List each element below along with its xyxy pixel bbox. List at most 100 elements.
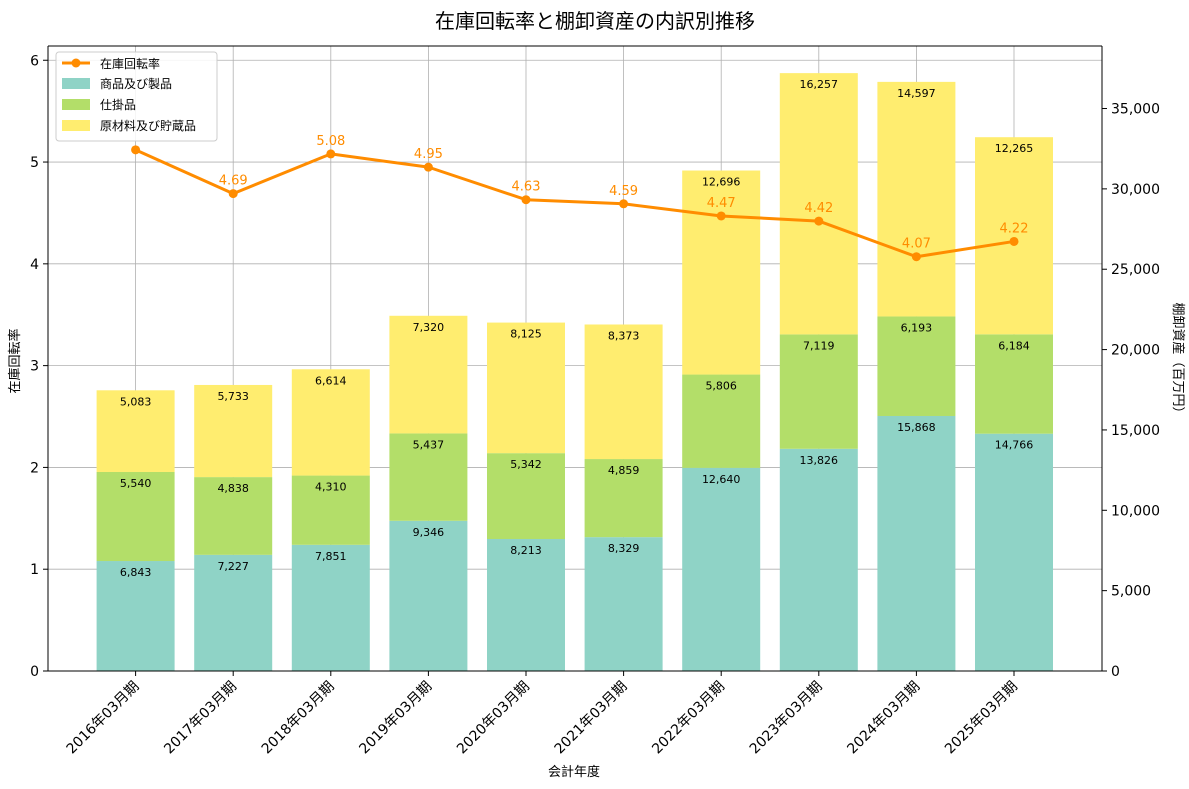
- bar-value-label: 12,265: [995, 142, 1034, 155]
- y-right-tick-label: 5,000: [1111, 584, 1151, 600]
- bar-segment: [584, 324, 663, 460]
- turnover-marker: [716, 211, 726, 221]
- y-left-tick-label: 2: [30, 460, 39, 476]
- bar-segment: [389, 315, 468, 434]
- legend-line-marker: [71, 58, 81, 68]
- bar-value-label: 4,310: [315, 481, 347, 494]
- bar-segment: [487, 539, 565, 671]
- bar-value-label: 6,184: [998, 339, 1030, 352]
- turnover-value-label: 5.08: [316, 134, 345, 149]
- turnover-value-label: 4.95: [414, 147, 443, 162]
- y-left-tick-label: 0: [30, 664, 39, 680]
- bar-value-label: 14,597: [897, 87, 936, 100]
- bar-segment: [682, 170, 761, 375]
- y-left-tick-label: 1: [30, 562, 39, 578]
- bar-value-label: 8,125: [510, 328, 542, 341]
- turnover-marker: [619, 199, 629, 209]
- bar-segment: [584, 537, 663, 671]
- bar-value-label: 6,843: [120, 566, 152, 579]
- x-tick-label: 2022年03月期: [649, 679, 728, 758]
- bar-segment: [682, 374, 761, 468]
- bar-value-label: 8,329: [608, 542, 640, 555]
- x-tick-label: 2020年03月期: [454, 679, 533, 758]
- bar-segment: [96, 561, 175, 671]
- y-right-tick-label: 30,000: [1111, 182, 1160, 198]
- turnover-marker: [1009, 236, 1019, 246]
- bar-value-label: 7,320: [413, 321, 445, 334]
- bar-value-label: 4,838: [217, 482, 249, 495]
- x-tick-label: 2019年03月期: [356, 679, 435, 758]
- turnover-marker: [911, 252, 921, 262]
- turnover-marker: [423, 162, 433, 172]
- bar-segment: [975, 137, 1053, 335]
- bar-value-label: 7,227: [217, 560, 249, 573]
- bar-segment: [96, 471, 175, 562]
- bar-segment: [779, 448, 858, 671]
- bar-value-label: 13,826: [800, 454, 839, 467]
- turnover-marker: [814, 216, 824, 226]
- turnover-marker: [131, 145, 141, 155]
- legend-swatch: [62, 99, 90, 110]
- y-right-tick-label: 0: [1111, 664, 1120, 680]
- legend-swatch: [62, 120, 90, 131]
- bar-segment: [194, 384, 273, 478]
- x-axis-title: 会計年度: [548, 764, 600, 780]
- bar-segment: [975, 433, 1053, 671]
- bar-value-label: 4,859: [608, 464, 640, 477]
- bar-value-label: 5,540: [120, 477, 152, 490]
- y-right-tick-label: 35,000: [1111, 102, 1160, 118]
- turnover-marker: [521, 195, 531, 205]
- x-tick-label: 2018年03月期: [259, 679, 338, 758]
- bar-segment: [96, 390, 175, 472]
- bars: [96, 73, 1053, 671]
- turnover-value-label: 4.69: [219, 174, 248, 189]
- x-tick-label: 2021年03月期: [552, 679, 631, 758]
- turnover-value-label: 4.07: [902, 237, 931, 252]
- legend-label: 商品及び製品: [100, 76, 172, 91]
- bar-value-label: 12,696: [702, 176, 741, 189]
- turnover-value-label: 4.42: [804, 201, 833, 216]
- y-right-tick-label: 15,000: [1111, 423, 1160, 439]
- y-axis-right-title: 棚卸資産（百万円）: [1170, 302, 1186, 419]
- y-right-tick-label: 20,000: [1111, 343, 1160, 359]
- bar-segment: [975, 334, 1053, 434]
- x-tick-label: 2025年03月期: [942, 679, 1021, 758]
- bar-value-label: 7,119: [803, 339, 835, 352]
- y-left-tick-label: 6: [30, 53, 39, 69]
- turnover-value-label: 4.22: [1000, 221, 1029, 236]
- turnover-value-label: 4.63: [512, 180, 541, 195]
- bar-value-label: 8,373: [608, 329, 640, 342]
- bar-segment: [779, 73, 858, 335]
- bar-value-label: 7,851: [315, 550, 347, 563]
- turnover-value-label: 4.59: [609, 184, 638, 199]
- line-series: 4.69 5.08 4.95 4.63 4.59 4.47 4.42 4.07 4.22: [131, 134, 1029, 262]
- y-left-tick-label: 4: [30, 257, 39, 273]
- bar-segment: [877, 81, 956, 317]
- y-left-tick-label: 5: [30, 155, 39, 171]
- bar-segment: [877, 316, 956, 416]
- bar-value-label: 5,733: [217, 390, 249, 403]
- bar-segment: [779, 334, 858, 449]
- bar-value-label: 15,868: [897, 421, 936, 434]
- x-tick-label: 2017年03月期: [161, 679, 240, 758]
- legend-box: [55, 51, 218, 142]
- bar-segment: [682, 467, 761, 671]
- bar-value-label: 8,213: [510, 544, 542, 557]
- turnover-value-label: 4.47: [707, 196, 736, 211]
- bar-value-label: 16,257: [800, 78, 839, 91]
- bar-segment: [291, 475, 370, 545]
- turnover-marker: [228, 189, 238, 199]
- bar-value-label: 6,614: [315, 374, 347, 387]
- chart-title: 在庫回転率と棚卸資産の内訳別推移: [435, 9, 755, 33]
- bar-segment: [487, 322, 565, 454]
- x-tick-label: 2024年03月期: [844, 679, 923, 758]
- bar-segment: [584, 459, 663, 538]
- bar-value-label: 5,437: [413, 438, 445, 451]
- y-left-tick-label: 3: [30, 359, 39, 375]
- bar-labels: 6,843 7,227 7,851 9,346 8,213 8,329 12,640 13,8…: [120, 78, 1033, 579]
- bar-value-label: 5,342: [510, 458, 542, 471]
- turnover-marker: [326, 149, 336, 159]
